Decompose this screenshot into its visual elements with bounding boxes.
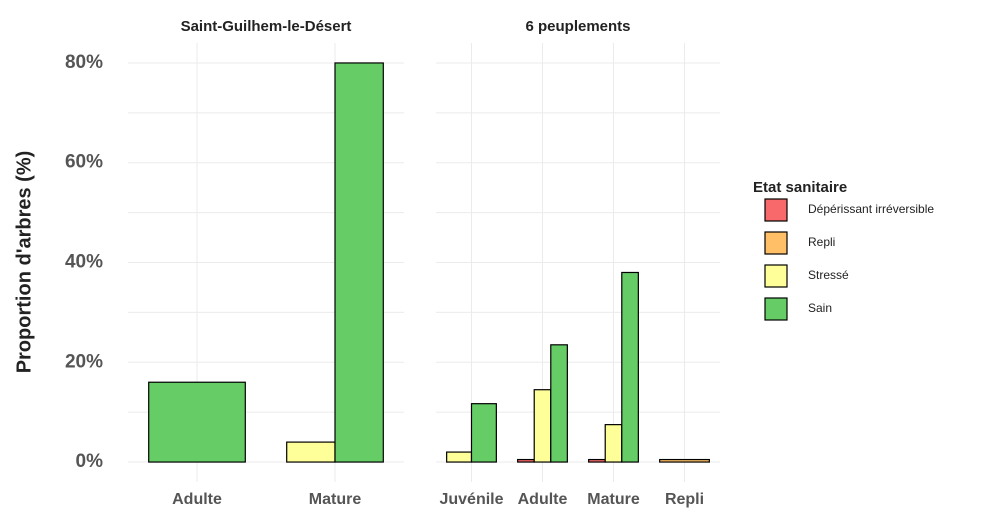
x-tick-label: Adulte: [172, 491, 222, 508]
bar: [517, 458, 535, 463]
bar: [621, 271, 639, 463]
x-tick-label: Mature: [587, 491, 640, 508]
legend-swatch: [764, 198, 788, 222]
y-tick-label: 40%: [65, 252, 103, 273]
facet-title: Saint-Guilhem-le-Désert: [181, 18, 352, 35]
x-tick-label: Repli: [665, 491, 704, 508]
y-tick-label: 60%: [65, 152, 103, 173]
legend-swatch: [764, 231, 788, 255]
bar: [659, 458, 710, 463]
bar: [588, 458, 606, 463]
bar: [446, 451, 473, 463]
bar: [334, 62, 384, 463]
legend-label: Dépérissant irréversible: [808, 202, 934, 216]
bar: [533, 389, 552, 463]
y-tick-label: 0%: [76, 451, 104, 472]
x-tick-label: Adulte: [518, 491, 568, 508]
x-tick-label: Juvénile: [439, 491, 503, 508]
legend-title: Etat sanitaire: [753, 179, 847, 196]
x-tick-label: Mature: [309, 491, 362, 508]
y-axis-label: Proportion d'arbres (%): [13, 151, 35, 374]
bar: [604, 424, 623, 463]
facet-title: 6 peuplements: [525, 18, 630, 35]
legend-label: Stressé: [808, 268, 849, 282]
bar: [550, 344, 568, 463]
y-tick-label: 80%: [65, 52, 103, 73]
y-tick-label: 20%: [65, 351, 103, 372]
bar: [470, 403, 497, 463]
bar: [286, 441, 336, 463]
legend-label: Sain: [808, 301, 832, 315]
legend-swatch: [764, 264, 788, 288]
legend-label: Repli: [808, 235, 835, 249]
bar: [148, 381, 246, 463]
legend-swatch: [764, 297, 788, 321]
